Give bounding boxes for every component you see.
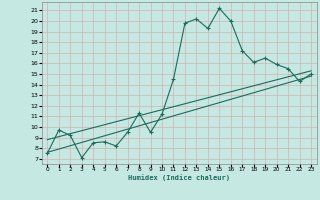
- X-axis label: Humidex (Indice chaleur): Humidex (Indice chaleur): [128, 175, 230, 181]
